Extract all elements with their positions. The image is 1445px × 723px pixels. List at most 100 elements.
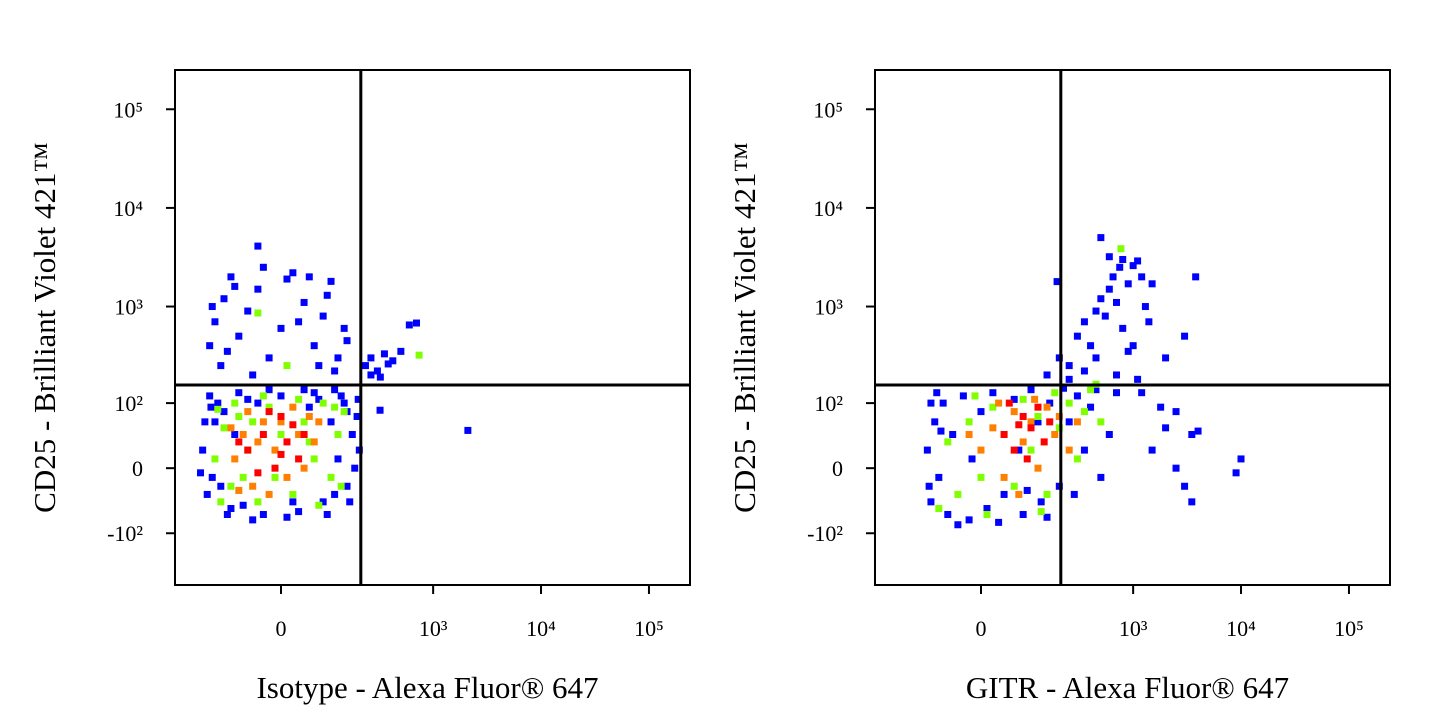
event-dot bbox=[203, 490, 211, 498]
event-dot bbox=[1087, 342, 1095, 350]
event-dot bbox=[1112, 371, 1120, 379]
plot-frame bbox=[174, 69, 691, 586]
y-tick-label: 10² bbox=[814, 391, 843, 416]
event-dot bbox=[227, 505, 235, 513]
event-dot bbox=[1172, 408, 1180, 416]
event-dot bbox=[1015, 490, 1023, 498]
event-dot bbox=[983, 505, 991, 513]
event-dot bbox=[1073, 455, 1081, 463]
event-dot bbox=[259, 392, 267, 400]
event-dot bbox=[977, 408, 985, 416]
event-dot bbox=[1055, 412, 1063, 420]
event-dot bbox=[1080, 446, 1088, 454]
event-dot bbox=[1065, 418, 1073, 426]
event-dot bbox=[1087, 403, 1095, 411]
event-dot bbox=[355, 446, 363, 454]
event-dot bbox=[323, 291, 331, 299]
event-dot bbox=[1037, 498, 1045, 506]
event-dot bbox=[989, 389, 997, 397]
event-dot bbox=[1181, 332, 1189, 340]
event-dot bbox=[227, 273, 235, 281]
event-dot bbox=[1053, 278, 1061, 286]
event-dot bbox=[231, 430, 239, 438]
event-dot bbox=[1059, 384, 1067, 392]
x-tick-label: 10⁵ bbox=[1334, 616, 1364, 641]
event-dot bbox=[1105, 253, 1113, 261]
y-tick-label: -10² bbox=[807, 521, 843, 546]
event-dot bbox=[376, 373, 384, 381]
event-dot bbox=[1138, 273, 1146, 281]
event-dot bbox=[283, 473, 291, 481]
event-dot bbox=[235, 486, 243, 494]
event-dot bbox=[265, 403, 273, 411]
event-dot bbox=[1043, 490, 1051, 498]
event-dot bbox=[249, 516, 257, 524]
event-dot bbox=[334, 354, 342, 362]
event-dot bbox=[1194, 427, 1202, 435]
event-dot bbox=[1040, 438, 1048, 446]
event-dot bbox=[331, 403, 339, 411]
event-dot bbox=[259, 418, 267, 426]
event-dot bbox=[1080, 367, 1088, 375]
event-dot bbox=[1055, 482, 1063, 490]
event-dot bbox=[1027, 386, 1035, 394]
event-dot bbox=[305, 412, 313, 420]
event-dot bbox=[1034, 418, 1042, 426]
event-dot bbox=[254, 309, 262, 317]
event-dot bbox=[300, 298, 308, 306]
event-dot bbox=[968, 455, 976, 463]
event-dot bbox=[207, 403, 215, 411]
event-dot bbox=[373, 367, 381, 375]
event-dot bbox=[254, 399, 262, 407]
event-dot bbox=[1027, 446, 1035, 454]
event-dot bbox=[331, 490, 339, 498]
event-dot bbox=[214, 405, 222, 413]
event-dot bbox=[954, 521, 962, 529]
event-dot bbox=[319, 312, 327, 320]
y-tick-label: -10² bbox=[107, 521, 143, 546]
event-dot bbox=[244, 446, 252, 454]
y-axis-label: CD25 - Brilliant Violet 421™ bbox=[27, 142, 62, 513]
event-dot bbox=[305, 438, 313, 446]
event-dot bbox=[277, 450, 285, 458]
event-dot bbox=[310, 389, 318, 397]
event-dot bbox=[1157, 403, 1165, 411]
event-dot bbox=[254, 469, 262, 477]
event-dot bbox=[944, 510, 952, 518]
event-dot bbox=[271, 446, 279, 454]
event-dot bbox=[1055, 354, 1063, 362]
event-dot bbox=[319, 498, 327, 506]
event-dot bbox=[283, 438, 291, 446]
x-tick-label: 10⁵ bbox=[634, 616, 664, 641]
event-dot bbox=[271, 464, 279, 472]
event-dot bbox=[249, 418, 257, 426]
event-dot bbox=[239, 473, 247, 481]
event-dot bbox=[1010, 446, 1018, 454]
event-dot bbox=[1031, 395, 1039, 403]
event-dot bbox=[254, 498, 262, 506]
event-dot bbox=[1010, 482, 1018, 490]
event-dot bbox=[1097, 295, 1105, 303]
event-dot bbox=[283, 513, 291, 521]
event-dot bbox=[1080, 408, 1088, 416]
event-dot bbox=[239, 501, 247, 509]
event-dot bbox=[235, 412, 243, 420]
event-dot bbox=[217, 362, 225, 370]
event-dot bbox=[1065, 375, 1073, 383]
event-dot bbox=[983, 510, 991, 518]
event-dot bbox=[1037, 508, 1045, 516]
event-dot bbox=[208, 303, 216, 311]
event-dot bbox=[1023, 486, 1031, 494]
event-dot bbox=[259, 430, 267, 438]
event-dot bbox=[1105, 430, 1113, 438]
event-dot bbox=[1148, 446, 1156, 454]
event-dot bbox=[235, 332, 243, 340]
event-dot bbox=[1232, 469, 1240, 477]
event-dot bbox=[220, 424, 228, 432]
event-dot bbox=[305, 403, 313, 411]
event-dot bbox=[989, 424, 997, 432]
event-dot bbox=[249, 371, 257, 379]
y-tick-label: 0 bbox=[132, 456, 143, 481]
event-dot bbox=[211, 418, 219, 426]
event-dot bbox=[1015, 421, 1023, 429]
